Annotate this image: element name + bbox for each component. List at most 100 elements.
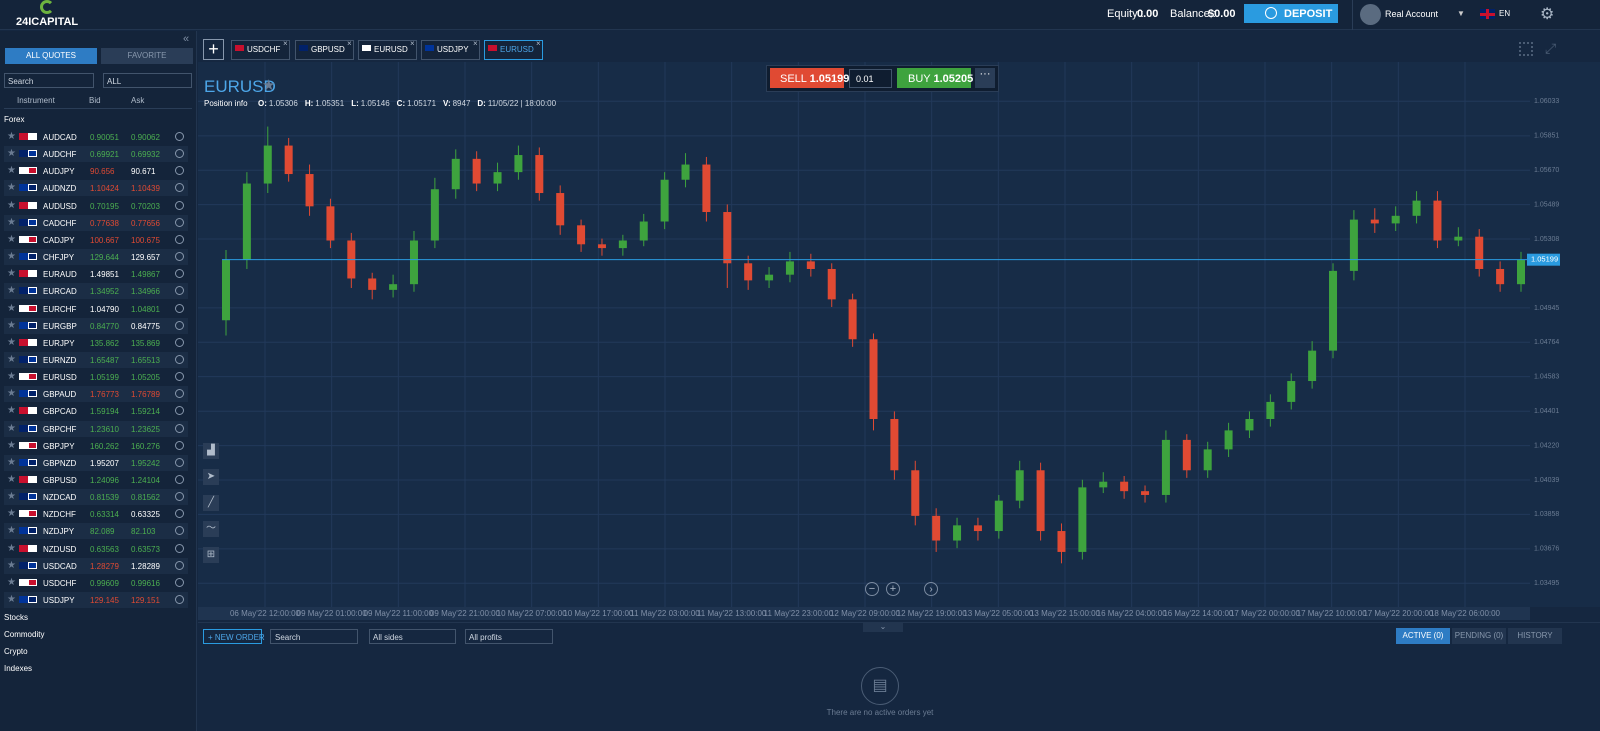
- quote-row[interactable]: [4, 523, 188, 540]
- info-icon[interactable]: [175, 560, 184, 570]
- symbol-tab[interactable]: [421, 40, 480, 60]
- star[interactable]: ★: [7, 405, 16, 417]
- info-icon[interactable]: [175, 423, 184, 433]
- symbol-tab[interactable]: [358, 40, 417, 60]
- profits-select[interactable]: All profits: [465, 629, 553, 644]
- zoom-out[interactable]: −: [865, 582, 879, 596]
- symbol-tab[interactable]: [231, 40, 290, 60]
- info-icon[interactable]: [175, 372, 184, 382]
- quote-row[interactable]: [4, 163, 188, 180]
- quote-row[interactable]: [4, 574, 188, 591]
- quote-row[interactable]: [4, 592, 188, 609]
- star[interactable]: ★: [7, 268, 16, 280]
- info-icon[interactable]: [175, 252, 184, 262]
- star[interactable]: ★: [7, 302, 16, 314]
- quote-row[interactable]: [4, 334, 188, 351]
- language[interactable]: EN: [1499, 9, 1511, 18]
- symbol-tab[interactable]: [484, 40, 543, 60]
- quote-row[interactable]: [4, 214, 188, 231]
- star[interactable]: ★: [7, 216, 16, 228]
- quote-row[interactable]: [4, 420, 188, 437]
- quote-row[interactable]: [4, 231, 188, 248]
- collapse[interactable]: «: [183, 33, 190, 45]
- info-icon[interactable]: [175, 526, 184, 536]
- star[interactable]: ★: [7, 388, 16, 400]
- info-icon[interactable]: [175, 183, 184, 193]
- fullscreen-icon[interactable]: ⤢: [1545, 40, 1557, 56]
- info-icon[interactable]: [175, 234, 184, 244]
- quote-row[interactable]: [4, 506, 188, 523]
- star[interactable]: ★: [7, 319, 16, 331]
- info-icon[interactable]: [175, 475, 184, 484]
- info-icon[interactable]: [175, 509, 184, 519]
- star[interactable]: ★: [7, 233, 16, 245]
- star[interactable]: ★: [7, 251, 16, 263]
- favorite-star[interactable]: ★: [262, 77, 276, 94]
- quote-row[interactable]: [4, 249, 188, 266]
- star[interactable]: ★: [7, 182, 16, 194]
- star[interactable]: ★: [7, 491, 16, 503]
- quote-tab[interactable]: ALL QUOTES: [5, 48, 97, 64]
- quote-row[interactable]: [4, 454, 188, 471]
- panel-toggle[interactable]: ⌄: [863, 622, 903, 632]
- quote-row[interactable]: [4, 489, 188, 506]
- star[interactable]: ★: [7, 542, 16, 554]
- quote-row[interactable]: [4, 369, 188, 386]
- star[interactable]: ★: [7, 559, 16, 571]
- info-icon[interactable]: [175, 132, 184, 141]
- quote-row[interactable]: [4, 437, 188, 454]
- quote-row[interactable]: [4, 472, 188, 488]
- lot-input[interactable]: 0.01: [849, 69, 892, 88]
- quote-tab[interactable]: FAVORITE: [101, 48, 193, 64]
- quote-search[interactable]: Search: [4, 73, 94, 88]
- symbol-tab[interactable]: [295, 40, 354, 60]
- info-icon[interactable]: [175, 320, 184, 330]
- info-icon[interactable]: [175, 492, 184, 502]
- close[interactable]: ×: [410, 39, 415, 48]
- quote-row[interactable]: [4, 540, 188, 557]
- quote-row[interactable]: [4, 180, 188, 197]
- quote-row[interactable]: [4, 351, 188, 368]
- quote-row[interactable]: [4, 557, 188, 574]
- quote-row[interactable]: [4, 197, 188, 214]
- zoom-in[interactable]: +: [886, 582, 900, 596]
- info-icon[interactable]: [175, 595, 184, 605]
- tool[interactable]: ⊞: [203, 547, 219, 563]
- quote-row[interactable]: [4, 386, 188, 403]
- add-tab[interactable]: +: [203, 39, 224, 60]
- group-label[interactable]: Crypto: [4, 647, 28, 656]
- star[interactable]: ★: [7, 525, 16, 537]
- info-icon[interactable]: [175, 457, 184, 467]
- order-tab[interactable]: ACTIVE (0): [1396, 628, 1450, 644]
- info-icon[interactable]: [175, 166, 184, 176]
- star[interactable]: ★: [7, 456, 16, 468]
- layout-icon[interactable]: [1519, 42, 1533, 56]
- info-icon[interactable]: [175, 354, 184, 364]
- tool[interactable]: 〜: [203, 521, 219, 537]
- quote-row[interactable]: [4, 317, 188, 334]
- star[interactable]: ★: [7, 422, 16, 434]
- star[interactable]: ★: [7, 285, 16, 297]
- sell-button[interactable]: SELL 1.05199: [770, 68, 849, 88]
- group-label[interactable]: Stocks: [4, 613, 29, 622]
- buy-button[interactable]: BUY 1.05205: [897, 68, 973, 88]
- info-icon[interactable]: [175, 337, 184, 347]
- order-tab[interactable]: HISTORY: [1508, 628, 1562, 644]
- star[interactable]: ★: [7, 508, 16, 520]
- close[interactable]: ×: [473, 39, 478, 48]
- tool[interactable]: ➤: [203, 469, 219, 485]
- scroll-right[interactable]: ›: [924, 582, 938, 596]
- close[interactable]: ×: [347, 39, 352, 48]
- info-icon[interactable]: [175, 200, 184, 210]
- quote-row[interactable]: [4, 300, 188, 317]
- tool[interactable]: ▟: [203, 443, 219, 459]
- more-button[interactable]: ···: [975, 68, 995, 88]
- info-icon[interactable]: [175, 389, 184, 399]
- star[interactable]: ★: [7, 165, 16, 177]
- info-icon[interactable]: [175, 577, 184, 587]
- star[interactable]: ★: [7, 474, 16, 485]
- quote-row[interactable]: [4, 146, 188, 163]
- info-icon[interactable]: [175, 406, 184, 416]
- star[interactable]: ★: [7, 371, 16, 383]
- sides-select[interactable]: All sides: [369, 629, 456, 644]
